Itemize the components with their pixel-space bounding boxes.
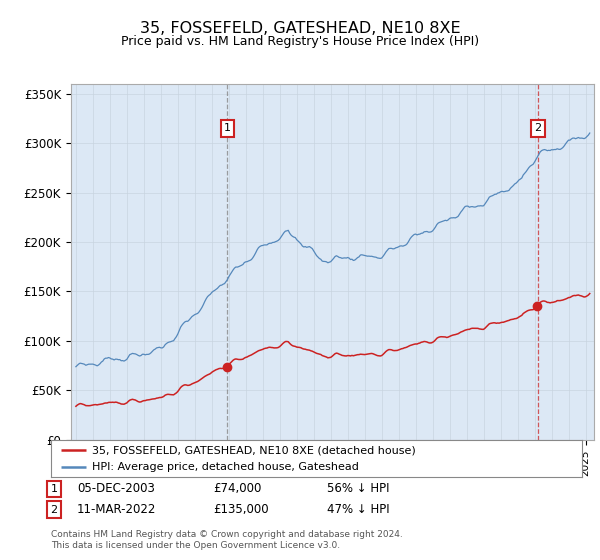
Text: 1: 1 — [50, 484, 58, 494]
Text: 1: 1 — [224, 123, 231, 133]
Text: Price paid vs. HM Land Registry's House Price Index (HPI): Price paid vs. HM Land Registry's House … — [121, 35, 479, 48]
Text: 47% ↓ HPI: 47% ↓ HPI — [327, 503, 389, 516]
Text: 56% ↓ HPI: 56% ↓ HPI — [327, 482, 389, 496]
Text: 2: 2 — [534, 123, 541, 133]
Text: 35, FOSSEFELD, GATESHEAD, NE10 8XE: 35, FOSSEFELD, GATESHEAD, NE10 8XE — [140, 21, 460, 36]
Text: £135,000: £135,000 — [213, 503, 269, 516]
Text: HPI: Average price, detached house, Gateshead: HPI: Average price, detached house, Gate… — [92, 462, 359, 472]
Text: 05-DEC-2003: 05-DEC-2003 — [77, 482, 155, 496]
Text: Contains HM Land Registry data © Crown copyright and database right 2024.
This d: Contains HM Land Registry data © Crown c… — [51, 530, 403, 550]
Text: 35, FOSSEFELD, GATESHEAD, NE10 8XE (detached house): 35, FOSSEFELD, GATESHEAD, NE10 8XE (deta… — [92, 445, 416, 455]
Text: 11-MAR-2022: 11-MAR-2022 — [77, 503, 156, 516]
Text: £74,000: £74,000 — [213, 482, 262, 496]
Text: 2: 2 — [50, 505, 58, 515]
